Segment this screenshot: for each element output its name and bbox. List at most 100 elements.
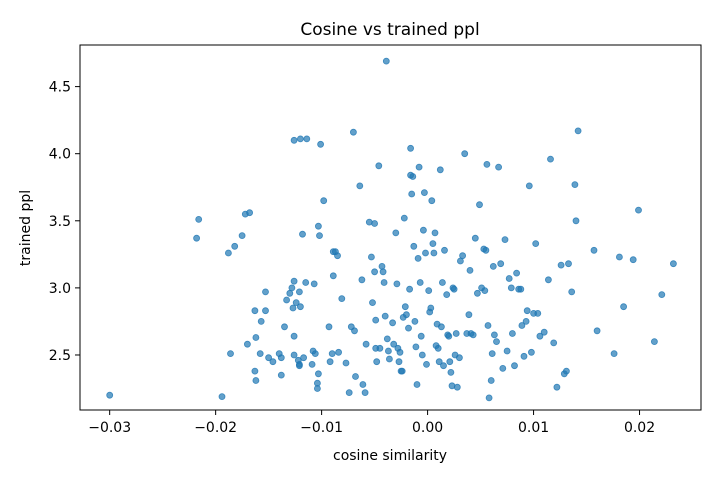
y-tick-label: 4.5 xyxy=(49,80,71,96)
data-point xyxy=(303,135,311,143)
data-point xyxy=(572,217,580,225)
data-point xyxy=(320,197,328,205)
data-point xyxy=(359,381,367,388)
data-point xyxy=(296,135,304,143)
data-point xyxy=(565,260,572,268)
chart-title: Cosine vs trained ppl xyxy=(300,20,479,40)
data-point xyxy=(316,232,323,240)
data-point xyxy=(328,350,336,358)
data-point xyxy=(476,201,483,209)
data-point xyxy=(295,362,303,370)
data-point xyxy=(218,393,226,401)
data-point xyxy=(412,343,420,351)
data-point xyxy=(528,348,535,356)
data-point xyxy=(440,362,447,370)
data-point xyxy=(401,303,409,311)
data-point xyxy=(311,350,319,358)
data-point xyxy=(400,214,408,222)
data-point xyxy=(473,289,481,297)
data-point xyxy=(367,253,375,261)
data-point xyxy=(489,262,497,270)
data-point xyxy=(283,296,291,304)
data-point xyxy=(651,338,658,346)
data-point xyxy=(351,327,358,335)
data-point xyxy=(252,334,260,341)
data-point xyxy=(487,377,495,384)
data-point xyxy=(425,287,433,295)
data-point xyxy=(289,304,297,312)
data-point xyxy=(517,285,525,293)
data-point xyxy=(452,330,460,337)
data-point xyxy=(292,299,300,307)
data-point xyxy=(469,331,477,339)
data-point xyxy=(427,304,435,312)
data-point xyxy=(507,284,515,292)
data-point xyxy=(428,197,436,205)
y-tick-label: 3.0 xyxy=(49,281,71,297)
data-point xyxy=(325,323,333,331)
data-point xyxy=(429,240,437,248)
data-point xyxy=(385,355,393,363)
data-point xyxy=(314,222,322,230)
data-point xyxy=(371,220,379,227)
data-point xyxy=(459,252,467,260)
data-point xyxy=(390,340,398,348)
data-point xyxy=(384,347,392,355)
data-point xyxy=(265,354,273,362)
data-point xyxy=(485,394,493,402)
data-point xyxy=(481,287,489,295)
data-point xyxy=(252,377,260,384)
data-point xyxy=(375,162,383,170)
data-point xyxy=(550,339,558,347)
x-tick-label: 0.02 xyxy=(624,420,655,436)
x-tick-label: −0.02 xyxy=(194,420,237,436)
data-point xyxy=(288,284,296,292)
data-point xyxy=(251,307,259,315)
data-point xyxy=(534,309,542,317)
data-point xyxy=(547,155,554,163)
data-point xyxy=(231,242,239,250)
data-point xyxy=(466,266,474,274)
data-point xyxy=(620,303,627,311)
data-point xyxy=(373,358,381,366)
data-point xyxy=(358,276,366,284)
data-point xyxy=(446,358,454,366)
data-point xyxy=(393,280,401,288)
data-point xyxy=(536,332,544,340)
data-point xyxy=(450,285,458,293)
data-point xyxy=(408,190,416,198)
data-point xyxy=(224,249,232,257)
data-point xyxy=(415,163,423,171)
data-point xyxy=(568,288,576,296)
data-point xyxy=(329,272,337,280)
data-point xyxy=(411,317,419,325)
data-point xyxy=(345,389,353,397)
data-point xyxy=(414,254,422,262)
data-point xyxy=(295,288,303,296)
data-point xyxy=(635,206,642,214)
data-point xyxy=(195,215,203,223)
data-point xyxy=(484,322,492,329)
data-point xyxy=(369,299,376,307)
data-point xyxy=(490,331,498,339)
data-point xyxy=(525,182,533,190)
data-point xyxy=(495,163,503,171)
data-point xyxy=(437,323,445,331)
y-axis-label: trained ppl xyxy=(18,190,34,266)
data-point xyxy=(413,381,421,388)
data-point xyxy=(313,385,321,392)
plot-frame xyxy=(79,44,702,411)
data-point xyxy=(378,262,386,270)
data-point xyxy=(405,324,412,332)
data-point xyxy=(420,189,428,197)
data-point xyxy=(300,354,308,362)
data-point xyxy=(417,332,425,340)
data-point xyxy=(513,269,520,277)
data-point xyxy=(302,279,310,286)
data-point xyxy=(314,370,322,378)
y-tick-label: 4.0 xyxy=(49,147,71,163)
data-point xyxy=(422,249,429,257)
data-point xyxy=(423,360,430,368)
data-point xyxy=(505,275,513,282)
data-point xyxy=(497,260,505,268)
